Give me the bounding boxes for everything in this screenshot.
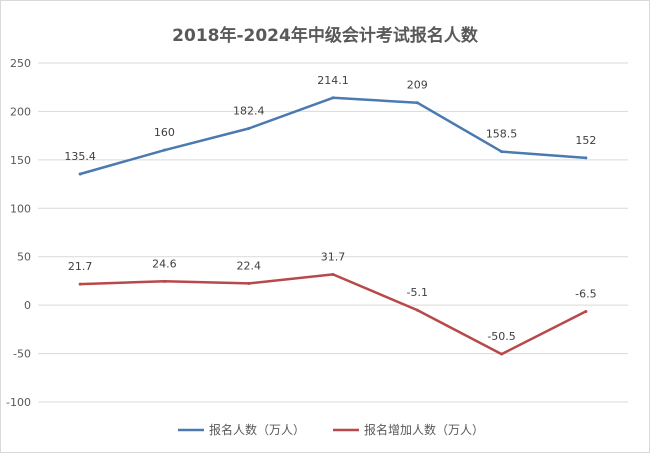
data-label: -50.5 xyxy=(487,330,515,343)
data-point xyxy=(78,172,82,176)
data-point xyxy=(584,156,588,160)
legend-label: 报名增加人数（万人） xyxy=(364,422,484,437)
y-tick-label: 150 xyxy=(10,154,31,167)
data-label: 182.4 xyxy=(233,104,265,117)
data-point xyxy=(415,308,419,312)
data-point xyxy=(162,279,166,283)
data-label: 209 xyxy=(407,79,428,92)
data-label: 22.4 xyxy=(236,259,261,272)
data-label: 31.7 xyxy=(321,250,346,263)
series-group xyxy=(78,96,588,356)
data-label: 160 xyxy=(154,126,175,139)
data-label: 24.6 xyxy=(152,257,177,270)
data-point xyxy=(415,101,419,105)
legend: 报名人数（万人） 报名增加人数（万人） xyxy=(178,422,484,437)
data-label: -6.5 xyxy=(575,287,596,300)
data-point xyxy=(78,282,82,286)
data-point xyxy=(331,272,335,276)
y-tick-label: -100 xyxy=(6,396,31,409)
data-point xyxy=(500,150,504,154)
y-tick-label: 100 xyxy=(10,202,31,215)
data-label: -5.1 xyxy=(407,286,428,299)
data-label: 214.1 xyxy=(317,74,349,87)
grid xyxy=(38,62,628,403)
data-point xyxy=(247,126,251,130)
chart-title: 2018年-2024年中级会计考试报名人数 xyxy=(172,25,479,46)
y-tick-label: 0 xyxy=(24,299,31,312)
data-point xyxy=(500,352,504,356)
y-tick-label: 50 xyxy=(17,251,31,264)
y-axis: 250 200 150 100 50 0 -50 -100 xyxy=(6,57,31,409)
data-label: 21.7 xyxy=(68,260,93,273)
data-label: 135.4 xyxy=(64,150,96,163)
y-tick-label: 250 xyxy=(10,57,31,70)
y-tick-label: -50 xyxy=(13,348,31,361)
data-label: 152 xyxy=(575,134,596,147)
data-point xyxy=(247,281,251,285)
data-labels: 135.4 160 182.4 214.1 209 158.5 152 21.7 24.6 22.… xyxy=(64,74,596,343)
data-point xyxy=(584,309,588,313)
data-point xyxy=(331,96,335,100)
data-label: 158.5 xyxy=(486,128,518,141)
data-point xyxy=(162,148,166,152)
y-tick-label: 200 xyxy=(10,105,31,118)
legend-label: 报名人数（万人） xyxy=(209,422,305,437)
